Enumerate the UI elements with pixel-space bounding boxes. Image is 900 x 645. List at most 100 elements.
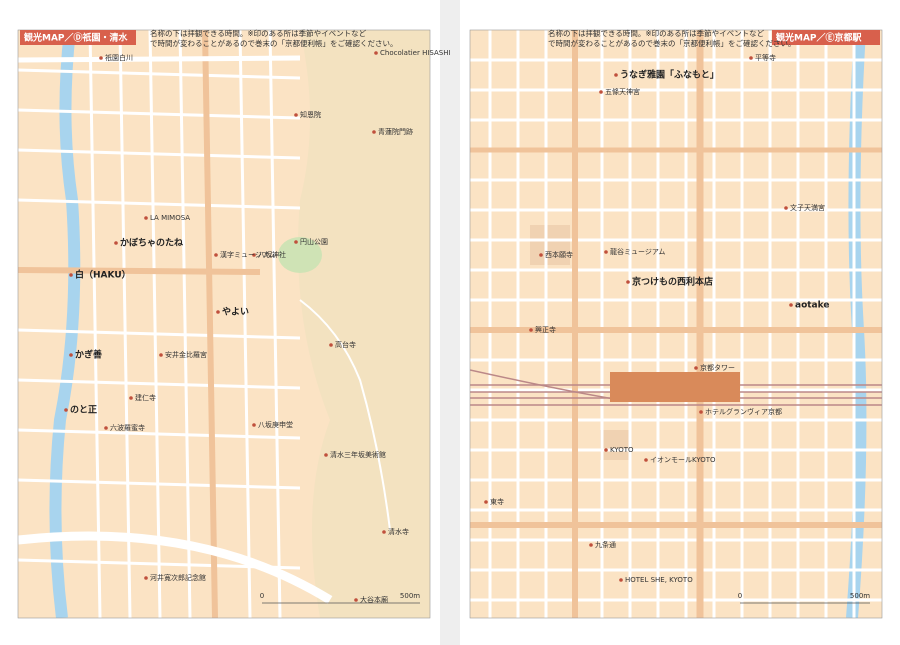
right-map bbox=[470, 30, 882, 618]
poi-dot bbox=[294, 240, 298, 244]
poi-dot bbox=[144, 576, 148, 580]
scale-label: 500m bbox=[400, 592, 420, 600]
place-label: かぼちゃのたね bbox=[120, 237, 183, 249]
poi-dot bbox=[614, 73, 618, 77]
poi-dot bbox=[372, 130, 376, 134]
place-label: 漢字ミュージアム bbox=[220, 250, 275, 259]
poi-dot bbox=[324, 453, 328, 457]
place-label: ホテルグランヴィア京都 bbox=[705, 407, 782, 416]
road bbox=[18, 108, 301, 120]
header-title: 観光MAP／Ⓔ京都駅 bbox=[776, 32, 863, 44]
poi-dot bbox=[252, 423, 256, 427]
poi-dot bbox=[252, 253, 256, 257]
poi-dot bbox=[129, 396, 133, 400]
road bbox=[18, 198, 301, 210]
poi-dot bbox=[529, 328, 533, 332]
place-label: 六波羅蜜寺 bbox=[110, 423, 145, 432]
road bbox=[178, 30, 192, 618]
place-label: 西本願寺 bbox=[545, 250, 573, 259]
road bbox=[18, 328, 301, 340]
road bbox=[18, 68, 301, 80]
place-label: HOTEL SHE, KYOTO bbox=[625, 576, 693, 584]
road bbox=[148, 30, 162, 618]
poi-dot bbox=[354, 598, 358, 602]
poi-dot bbox=[589, 543, 593, 547]
place-label: aotake bbox=[795, 301, 829, 311]
poi-dot bbox=[784, 206, 788, 210]
poi-dot bbox=[69, 353, 73, 357]
place-label: 円山公園 bbox=[300, 237, 328, 246]
place-label: 五條天神宮 bbox=[605, 87, 640, 96]
poi-dot bbox=[699, 410, 703, 414]
poi-dot bbox=[144, 216, 148, 220]
poi-dot bbox=[599, 90, 603, 94]
place-label: 文子天満宮 bbox=[790, 203, 825, 212]
header-box bbox=[772, 30, 880, 45]
poi-dot bbox=[329, 343, 333, 347]
poi-dot bbox=[64, 408, 68, 412]
poi-dot bbox=[644, 458, 648, 462]
poi-dot bbox=[104, 426, 108, 430]
place-label: 河井寛次郎記念館 bbox=[150, 573, 206, 582]
gutter bbox=[440, 0, 460, 645]
poi-dot bbox=[382, 530, 386, 534]
road bbox=[18, 478, 301, 490]
poi-dot bbox=[539, 253, 543, 257]
poi-dot bbox=[619, 578, 623, 582]
poi-dot bbox=[374, 51, 378, 55]
scale-label: 500m bbox=[850, 592, 870, 600]
header-title: 観光MAP／Ⓓ祇園・清水 bbox=[24, 32, 129, 44]
poi-dot bbox=[99, 56, 103, 60]
road bbox=[88, 30, 102, 618]
place-label: のと正 bbox=[70, 405, 97, 416]
place-label: イオンモールKYOTO bbox=[650, 456, 716, 464]
place-label: 京都タワー bbox=[700, 363, 735, 372]
road bbox=[118, 30, 132, 618]
poi-dot bbox=[626, 280, 630, 284]
place-label: KYOTO bbox=[610, 446, 634, 454]
place-label: 高台寺 bbox=[335, 340, 356, 349]
scale-label: 0 bbox=[738, 592, 742, 600]
road bbox=[18, 428, 301, 440]
place-label: 祇園白川 bbox=[105, 53, 133, 62]
place-label: 平等寺 bbox=[755, 53, 776, 62]
place-label: 東寺 bbox=[490, 497, 504, 506]
station-building bbox=[610, 372, 740, 402]
poi-dot bbox=[69, 273, 73, 277]
place-label: 知恩院 bbox=[300, 110, 321, 119]
poi-dot bbox=[294, 113, 298, 117]
road bbox=[18, 55, 301, 63]
note: で時間が変わることがあるので巻末の「京都便利帳」をご確認ください。 bbox=[150, 38, 398, 48]
place-label: 建仁寺 bbox=[135, 393, 156, 402]
road bbox=[202, 30, 218, 618]
place-label: 清水三年坂美術館 bbox=[330, 450, 386, 459]
place-label: 九条通 bbox=[595, 540, 616, 549]
road bbox=[470, 369, 621, 401]
note: で時間が変わることがあるので巻末の「京都便利帳」をご確認ください。 bbox=[548, 38, 796, 48]
road bbox=[18, 148, 301, 160]
road bbox=[18, 267, 261, 275]
place-label: 八坂神社 bbox=[258, 250, 286, 259]
poi-dot bbox=[694, 366, 698, 370]
note: 名称の下は拝観できる時間。※印のある所は季節やイベントなど bbox=[548, 28, 765, 38]
place-label: 青蓮院門跡 bbox=[378, 127, 413, 136]
poi-dot bbox=[749, 56, 753, 60]
road bbox=[18, 531, 333, 604]
place-label: うなぎ雅園「ふなもと」 bbox=[620, 69, 719, 81]
place-label: やよい bbox=[222, 307, 249, 318]
note: 名称の下は拝観できる時間。※印のある所は季節やイベントなど bbox=[150, 28, 367, 38]
poi-dot bbox=[484, 500, 488, 504]
place-label: かぎ善 bbox=[75, 349, 102, 361]
poi-dot bbox=[789, 303, 793, 307]
left-map bbox=[18, 30, 430, 618]
place-label: 安井金比羅宮 bbox=[165, 350, 207, 359]
place-label: 龍谷ミュージアム bbox=[610, 247, 665, 256]
road bbox=[268, 30, 282, 618]
place-label: 清水寺 bbox=[388, 527, 409, 536]
road bbox=[299, 299, 391, 531]
road bbox=[238, 30, 252, 618]
poi-dot bbox=[604, 448, 608, 452]
place-label: 興正寺 bbox=[535, 325, 556, 334]
poi-dot bbox=[604, 250, 608, 254]
